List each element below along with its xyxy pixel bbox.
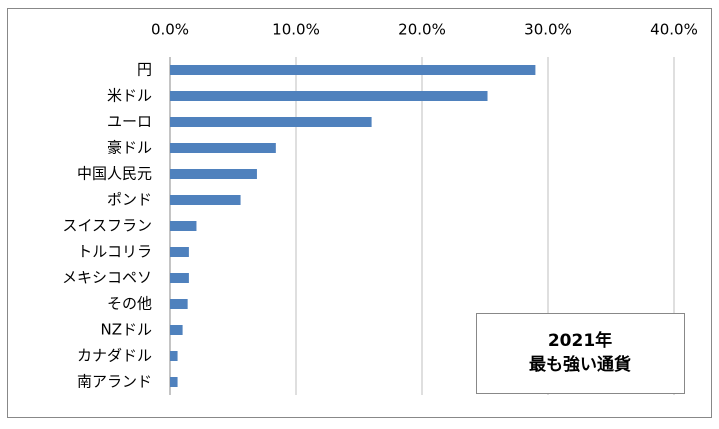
bar — [170, 195, 241, 205]
y-tick-label: NZドル — [101, 321, 153, 339]
y-tick-label: スイスフラン — [62, 217, 152, 235]
y-tick-label: 南アランド — [77, 373, 152, 391]
bar — [170, 377, 178, 387]
bar — [170, 351, 178, 361]
y-tick-label: カナダドル — [77, 347, 152, 365]
annotation: 最も強い通貨 — [529, 354, 631, 375]
annotation: 2021年 — [548, 330, 612, 351]
y-tick-label: メキシコペソ — [62, 269, 152, 287]
bar — [170, 65, 536, 75]
y-tick-label: トルコリラ — [77, 243, 152, 261]
x-tick-label: 30.0% — [524, 21, 572, 39]
y-tick-label: ポンド — [107, 191, 152, 209]
y-tick-label: 米ドル — [107, 87, 152, 105]
bar — [170, 273, 189, 283]
bar — [170, 299, 188, 309]
bar — [170, 221, 197, 231]
y-tick-label: その他 — [107, 295, 152, 313]
y-tick-label: ユーロ — [107, 113, 152, 131]
bar — [170, 91, 488, 101]
bar — [170, 143, 276, 153]
annotation-box — [476, 313, 685, 394]
y-tick-label: 円 — [137, 61, 152, 79]
y-tick-label: 豪ドル — [107, 139, 152, 157]
bar — [170, 169, 257, 179]
x-tick-label: 40.0% — [650, 21, 698, 39]
x-tick-label: 20.0% — [398, 21, 446, 39]
bar — [170, 117, 372, 127]
y-tick-label: 中国人民元 — [77, 165, 152, 183]
bar — [170, 325, 183, 335]
bar — [170, 247, 189, 257]
x-tick-label: 10.0% — [272, 21, 320, 39]
x-tick-label: 0.0% — [151, 21, 189, 39]
